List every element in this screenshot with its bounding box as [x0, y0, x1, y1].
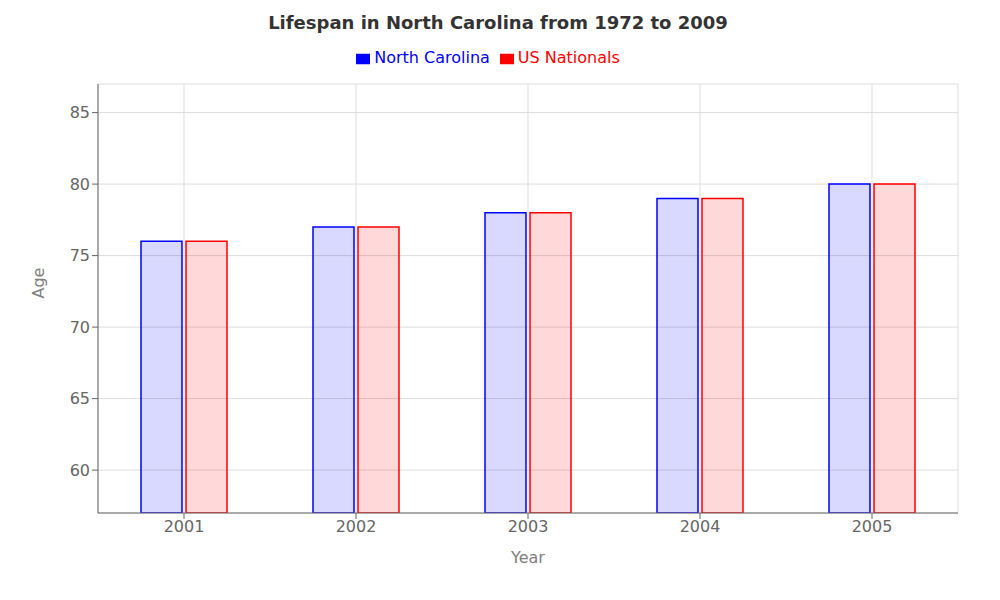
- svg-text:75: 75: [70, 246, 90, 265]
- svg-text:80: 80: [70, 175, 90, 194]
- svg-text:60: 60: [70, 461, 90, 480]
- svg-text:85: 85: [70, 103, 90, 122]
- html-text:North Carolina: North Carolina: [374, 48, 490, 67]
- svg-text:2005: 2005: [852, 517, 893, 536]
- svg-text:Age: Age: [29, 268, 48, 299]
- html-text:Lifespan in North Carolina fro: Lifespan in North Carolina from 1972 to …: [268, 12, 728, 33]
- svg-text:65: 65: [70, 389, 90, 408]
- svg-text:2003: 2003: [508, 517, 549, 536]
- svg-text:2002: 2002: [336, 517, 377, 536]
- svg-text:70: 70: [70, 318, 90, 337]
- svg-text:2001: 2001: [164, 517, 205, 536]
- html-text:US Nationals: US Nationals: [517, 48, 620, 67]
- svg-text:2004: 2004: [680, 517, 721, 536]
- svg-text:Year: Year: [510, 548, 545, 567]
